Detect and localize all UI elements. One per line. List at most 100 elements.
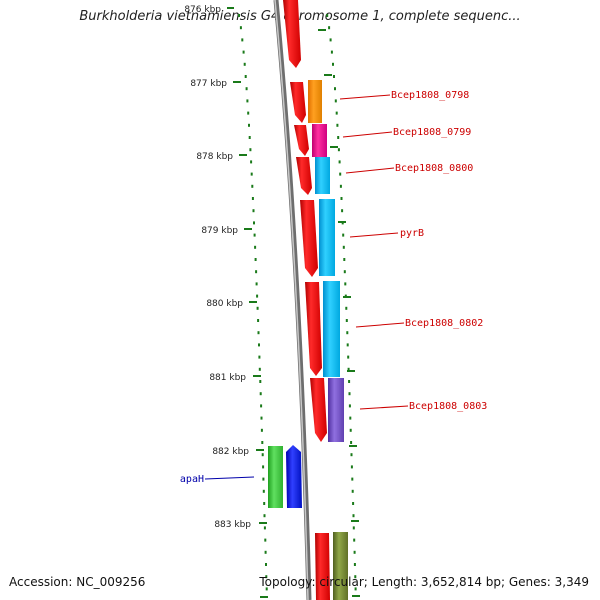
inner-track-dot	[262, 477, 265, 481]
inner-track-dot	[238, 14, 240, 17]
tick-label-882: 882 kbp	[212, 447, 249, 457]
gene-bcep1808-0803	[328, 378, 344, 442]
gene-olive	[333, 532, 348, 600]
inner-track-dot	[258, 343, 260, 347]
gene-labels[interactable]: Bcep1808_0798 Bcep1808_0799 Bcep1808_080…	[180, 90, 487, 485]
label-bcep1808-0802: Bcep1808_0802	[405, 318, 483, 329]
inner-track-dot	[258, 355, 261, 359]
strand-reverse-genes[interactable]	[283, 0, 330, 600]
outer-track-dot	[350, 441, 353, 444]
inner-track-dot	[247, 111, 250, 115]
outer-track-dot	[354, 587, 357, 591]
inner-track-dot	[251, 197, 254, 200]
outer-track-dot	[353, 563, 356, 566]
label-bcep1808-0799: Bcep1808_0799	[393, 127, 471, 138]
inner-track-dot	[254, 258, 257, 261]
inner-track-dot	[265, 587, 268, 591]
inner-track-dot	[254, 245, 257, 249]
inner-track-dot	[263, 526, 266, 530]
inner-track-dot	[260, 416, 263, 420]
inner-track-dot	[250, 172, 253, 176]
outer-track-dot	[334, 99, 337, 103]
label-apaH: apaH	[180, 474, 204, 485]
inner-track-dot	[252, 209, 255, 213]
label-bcep1808-0803: Bcep1808_0803	[409, 401, 487, 412]
inner-track-dot	[262, 465, 265, 469]
outer-track-dot	[342, 233, 345, 237]
outer-track-dot	[338, 160, 341, 164]
inner-track-dot	[261, 453, 264, 457]
outer-track-dot	[326, 14, 329, 17]
outer-track-dot	[333, 75, 335, 78]
inner-track-dot	[244, 75, 247, 78]
inner-track-dot	[253, 221, 255, 225]
inner-track-dot	[256, 306, 259, 310]
inner-track-dot	[257, 331, 260, 335]
outer-track-dot	[337, 148, 340, 152]
outer-track-dot	[342, 245, 345, 249]
gene-red-5	[300, 200, 318, 277]
inner-track-dot	[263, 502, 266, 505]
gene-red-3	[294, 125, 309, 156]
inner-track-dot	[261, 441, 264, 444]
topology-text: Topology: circular; Length: 3,652,814 bp…	[259, 575, 589, 589]
outer-track-dot	[343, 258, 346, 261]
outer-track-dot	[348, 404, 351, 408]
outer-track-dot	[330, 50, 333, 54]
outer-track-dot	[348, 392, 351, 396]
outer-track-dot	[354, 575, 357, 579]
inner-track-dot	[248, 123, 250, 127]
inner-track-dot	[259, 380, 262, 383]
inner-track-dot	[250, 160, 253, 164]
chromosome-backbone-highlight	[274, 0, 309, 600]
label-pyrB: pyrB	[400, 228, 424, 239]
inner-track-dot	[239, 26, 242, 30]
inner-track-dot	[265, 563, 267, 566]
outer-track-dot	[339, 184, 342, 188]
inner-track-dot	[255, 282, 258, 286]
inner-track-dot	[264, 538, 267, 542]
apah-region-genes[interactable]	[268, 445, 302, 508]
label-leaders	[204, 94, 409, 480]
tick-label-880: 880 kbp	[206, 299, 243, 309]
gene-apaH-green	[268, 446, 283, 508]
outer-track-dot	[336, 123, 339, 127]
scale-ticks: 876 kbp 877 kbp 878 kbp 879 kbp 880 kbp …	[184, 5, 268, 598]
outer-scale-ticks	[318, 29, 360, 597]
gene-red-7	[310, 378, 327, 442]
inner-track-dot	[251, 184, 254, 188]
outer-track-dot	[343, 270, 346, 274]
inner-track-dot	[241, 38, 244, 42]
gene-red-8	[315, 533, 330, 600]
outer-track-dot	[334, 87, 336, 91]
outer-track-dot	[344, 282, 347, 286]
inner-track-dot	[243, 62, 246, 66]
outer-track-dot	[332, 62, 334, 66]
label-bcep1808-0800: Bcep1808_0800	[395, 163, 473, 174]
inner-track-dot	[249, 148, 252, 152]
inner-track-dot	[264, 550, 267, 554]
gene-pyrB	[319, 199, 335, 276]
inner-track-dot	[242, 50, 245, 54]
inner-track-dot	[248, 136, 251, 139]
tick-label-883: 883 kbp	[214, 520, 251, 530]
tick-label-877: 877 kbp	[190, 79, 227, 89]
chromosome-backbone	[273, 0, 312, 600]
tick-label-881: 881 kbp	[209, 373, 246, 383]
outer-track-dot	[328, 26, 331, 30]
outer-track-dot	[329, 38, 332, 42]
tick-label-876: 876 kbp	[184, 5, 221, 15]
gene-bcep1808-0798	[308, 80, 322, 123]
gene-bcep1808-0800	[315, 157, 330, 194]
gene-red-4	[296, 157, 312, 195]
label-bcep1808-0798: Bcep1808_0798	[391, 90, 469, 101]
strand-forward-genes[interactable]	[308, 80, 348, 600]
outer-track-dot	[341, 209, 344, 213]
outer-track-dot	[345, 306, 348, 310]
outer-track-dot	[353, 538, 356, 542]
outer-track-dot	[351, 489, 354, 493]
gene-red-2	[290, 82, 306, 123]
outer-track-dot	[353, 550, 356, 554]
inner-track-dot	[256, 294, 259, 298]
